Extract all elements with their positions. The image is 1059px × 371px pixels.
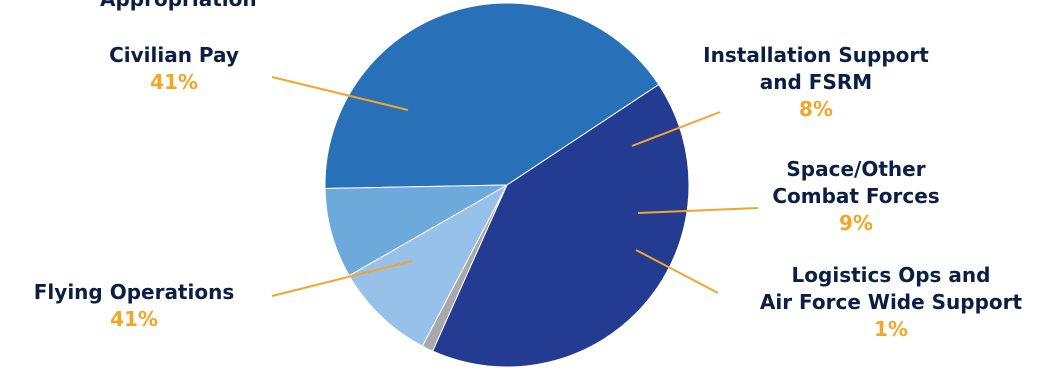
slice-label-text: Combat Forces <box>772 184 939 208</box>
leader-line-2 <box>637 207 759 214</box>
pie-slice-2 <box>348 183 509 347</box>
slice-label-1: Installation Support and FSRM 8% <box>703 43 929 121</box>
slice-labels: Civilian Pay 41% Installation Support and F… <box>34 43 1023 341</box>
pie-slices <box>324 2 690 368</box>
slice-value-label: 41% <box>110 307 158 331</box>
slice-label-0: Civilian Pay 41% <box>109 43 239 94</box>
slice-label-text: Logistics Ops and <box>792 263 991 287</box>
slice-label-text: Civilian Pay <box>109 43 239 67</box>
leader-lines <box>271 76 759 297</box>
leader-line-3 <box>635 249 719 294</box>
slice-label-text: and FSRM <box>760 70 872 94</box>
slice-label-text: Air Force Wide Support <box>760 290 1023 314</box>
slice-value-label: 8% <box>799 97 833 121</box>
leader-line-0 <box>271 76 409 111</box>
slice-value-label: 1% <box>874 317 908 341</box>
pie-slice-4 <box>432 83 690 368</box>
slice-label-4: Flying Operations 41% <box>34 280 234 331</box>
chart-title: Appropriation <box>100 0 257 11</box>
pie-slice-1 <box>324 184 508 277</box>
slice-label-2: Space/Other Combat Forces 9% <box>772 157 939 235</box>
pie-slice-0 <box>324 2 660 190</box>
slice-label-text: Space/Other <box>786 157 925 181</box>
slice-label-text: Flying Operations <box>34 280 234 304</box>
slice-value-label: 41% <box>150 70 198 94</box>
slice-value-label: 9% <box>839 211 873 235</box>
leader-line-1 <box>631 111 721 147</box>
leader-line-4 <box>271 260 413 297</box>
slice-label-text: Installation Support <box>703 43 929 67</box>
slice-label-3: Logistics Ops and Air Force Wide Support 1… <box>760 263 1023 341</box>
